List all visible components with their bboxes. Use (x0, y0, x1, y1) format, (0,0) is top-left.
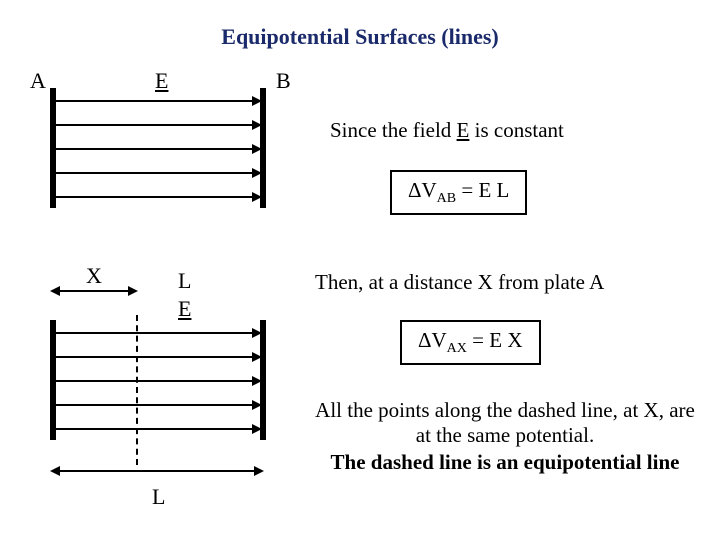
arrow-right-icon (254, 466, 264, 476)
field-line (50, 380, 266, 382)
arrow-right-icon (252, 400, 262, 410)
field-line (50, 100, 266, 102)
arrow-right-icon (252, 120, 262, 130)
field-line (50, 428, 266, 430)
label-A: A (30, 68, 46, 94)
text-underline-E: E (457, 118, 470, 142)
arrow-right-icon (252, 424, 262, 434)
field-line (50, 196, 266, 198)
text-line-1: Since the field E is constant (330, 118, 564, 143)
arrow-left-icon (50, 286, 60, 296)
subscript: AB (437, 191, 456, 206)
label-E-bottom: E (178, 296, 191, 322)
equation-box-2: ΔVAX = E X (400, 320, 541, 365)
text-line-2: Then, at a distance X from plate A (315, 270, 604, 295)
arrow-right-icon (252, 96, 262, 106)
arrow-right-icon (252, 192, 262, 202)
text-line-3: All the points along the dashed line, at… (315, 398, 695, 448)
label-B: B (276, 68, 291, 94)
text-line-4: The dashed line is an equipotential line (315, 450, 695, 475)
page-title: Equipotential Surfaces (lines) (0, 24, 720, 50)
arrow-right-icon (128, 286, 138, 296)
arrow-right-icon (252, 328, 262, 338)
label-X: X (86, 263, 102, 289)
field-line (50, 124, 266, 126)
arrow-left-icon (50, 466, 60, 476)
dim-line-x (54, 290, 136, 292)
text: is constant (469, 118, 564, 142)
subscript: AX (447, 341, 467, 356)
label-E-top: E (155, 68, 168, 94)
arrow-right-icon (252, 168, 262, 178)
field-line (50, 172, 266, 174)
text: Since the field (330, 118, 457, 142)
field-line (50, 148, 266, 150)
arrow-right-icon (252, 376, 262, 386)
label-L-mid: L (178, 268, 191, 294)
arrow-right-icon (252, 352, 262, 362)
equipotential-line (136, 315, 138, 465)
text: ΔV (408, 178, 437, 202)
field-line (50, 332, 266, 334)
equation-box-1: ΔVAB = E L (390, 170, 527, 215)
text: ΔV (418, 328, 447, 352)
dim-line-L (54, 470, 262, 472)
label-L-bottom: L (152, 484, 165, 510)
text: = E L (456, 178, 509, 202)
text: = E X (467, 328, 523, 352)
arrow-right-icon (252, 144, 262, 154)
field-line (50, 404, 266, 406)
field-line (50, 356, 266, 358)
